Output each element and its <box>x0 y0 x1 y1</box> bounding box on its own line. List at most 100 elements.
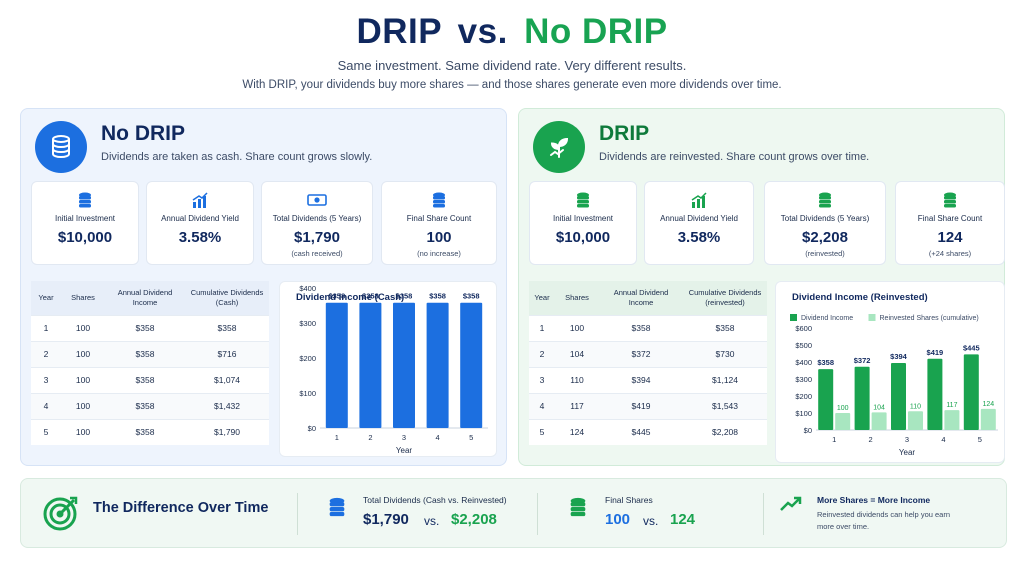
stat-note: (+24 shares) <box>928 249 972 258</box>
table-cell: 104 <box>555 340 599 367</box>
coins-icon <box>567 496 589 523</box>
bar-chart-icon <box>689 190 709 210</box>
table-cell: $358 <box>683 314 767 341</box>
bar-chart-icon <box>190 190 210 210</box>
table-cell: 100 <box>61 366 105 393</box>
y-tick-label: $300 <box>299 319 316 328</box>
data-label: $419 <box>927 348 944 357</box>
chart-bar <box>908 411 923 430</box>
x-tick-label: 4 <box>941 435 945 444</box>
table-cell: $716 <box>185 340 269 367</box>
reinvested-chart-svg: $0 $100 $200 $300 $400 $500 $600 $358 100 1 $372 10… <box>790 314 998 457</box>
y-tick-label: $0 <box>308 424 316 433</box>
stat-initial-investment: Initial Investment $10,000 <box>31 181 139 265</box>
x-tick-label: 3 <box>402 433 406 442</box>
stat-label: Final Share Count <box>917 214 983 223</box>
total-cash-value: $1,790 <box>363 511 409 528</box>
coins-icon <box>940 190 960 210</box>
y-tick-label: $400 <box>299 284 316 293</box>
x-tick-label: 5 <box>978 435 982 444</box>
table-cell: 3 <box>529 366 555 393</box>
data-label: $372 <box>854 356 871 365</box>
chart-bar <box>891 363 906 430</box>
stat-dividend-yield: Annual Dividend Yield 3.58% <box>146 181 254 265</box>
legend-swatch <box>868 314 876 321</box>
coins-icon <box>573 190 593 210</box>
chart-bar <box>426 302 449 428</box>
x-axis-title: Year <box>899 448 916 457</box>
table-header-row: Year Shares Annual Dividend Income Cumul… <box>529 281 767 315</box>
page-description: With DRIP, your dividends buy more share… <box>242 79 782 91</box>
drip-panel: DRIP Dividends are reinvested. Share cou… <box>518 108 1005 466</box>
legend-label: Dividend Income <box>801 315 853 322</box>
data-label: 100 <box>837 405 849 412</box>
target-icon <box>41 493 81 533</box>
table-cell: $1,432 <box>185 392 269 419</box>
stat-label: Annual Dividend Yield <box>660 214 738 223</box>
table-cell: 100 <box>61 340 105 367</box>
header: DRIP vs. No DRIP Same investment. Same d… <box>0 10 1024 91</box>
coins-icon <box>429 190 449 210</box>
stat-label: Total Dividends (5 Years) <box>272 214 362 223</box>
table-cell: $1,790 <box>185 418 269 445</box>
y-tick-label: $200 <box>299 354 316 363</box>
chart-bar <box>460 302 483 428</box>
x-tick-label: 1 <box>335 433 339 442</box>
table-cell: $1,124 <box>683 366 767 393</box>
stat-value: $1,790 <box>294 229 340 246</box>
table-cell: $1,074 <box>185 366 269 393</box>
x-tick-label: 5 <box>469 433 473 442</box>
table-cell: $358 <box>105 314 185 341</box>
stat-final-share-count: Final Share Count 100 (no increase) <box>381 181 497 265</box>
table-cell: 100 <box>61 314 105 341</box>
stat-note: (no increase) <box>417 249 461 258</box>
drip-table: Year Shares Annual Dividend Income Cumul… <box>529 281 767 445</box>
final-shares-no-drip: 100 <box>605 511 631 528</box>
table-cell: 100 <box>61 418 105 445</box>
no-drip-description: Dividends are taken as cash. Share count… <box>101 151 373 163</box>
data-label: 124 <box>982 401 994 408</box>
total-reinvested-value: $2,208 <box>451 511 497 528</box>
chart-bar <box>325 302 348 428</box>
y-tick-label: $600 <box>795 324 812 333</box>
table-row: 4 100 $358 $1,432 <box>31 392 269 419</box>
data-label: $358 <box>362 292 379 301</box>
difference-title: The Difference Over Time <box>93 500 269 516</box>
data-label: $358 <box>328 292 345 301</box>
table-cell: $445 <box>599 418 683 445</box>
stat-total-dividends: Total Dividends (5 Years) $2,208 (reinve… <box>764 181 886 265</box>
stat-note: (cash received) <box>291 249 343 258</box>
coins-icon <box>35 121 87 173</box>
table-cell: 2 <box>31 340 61 367</box>
no-drip-panel: No DRIP Dividends are taken as cash. Sha… <box>20 108 507 466</box>
vs-text: vs. <box>643 514 659 528</box>
coins-icon <box>815 190 835 210</box>
stat-label: Initial Investment <box>54 214 116 223</box>
data-label: $358 <box>817 358 834 367</box>
title-vs: vs. <box>457 12 508 51</box>
table-row: 2 104 $372 $730 <box>529 340 767 367</box>
column-header: Shares <box>555 281 599 315</box>
trend-up-icon <box>779 495 803 518</box>
table-cell: 2 <box>529 340 555 367</box>
column-header: Cumulative Dividends (reinvested) <box>683 281 767 315</box>
table-cell: 4 <box>31 392 61 419</box>
x-axis-title: Year <box>396 446 413 455</box>
table-cell: $358 <box>105 392 185 419</box>
table-cell: 1 <box>529 314 555 341</box>
table-cell: 124 <box>555 418 599 445</box>
data-label: $445 <box>963 343 980 352</box>
data-label: $394 <box>890 352 908 361</box>
divider <box>763 493 764 535</box>
x-tick-label: 3 <box>905 435 909 444</box>
chart-bar <box>944 410 960 430</box>
stat-value: $10,000 <box>555 229 611 246</box>
sprout-icon <box>533 121 585 173</box>
table-cell: $358 <box>105 366 185 393</box>
table-cell: 4 <box>529 392 555 419</box>
chart-bar <box>963 354 979 430</box>
table-cell: 5 <box>529 418 555 445</box>
table-cell: $419 <box>599 392 683 419</box>
table-cell: 3 <box>31 366 61 393</box>
